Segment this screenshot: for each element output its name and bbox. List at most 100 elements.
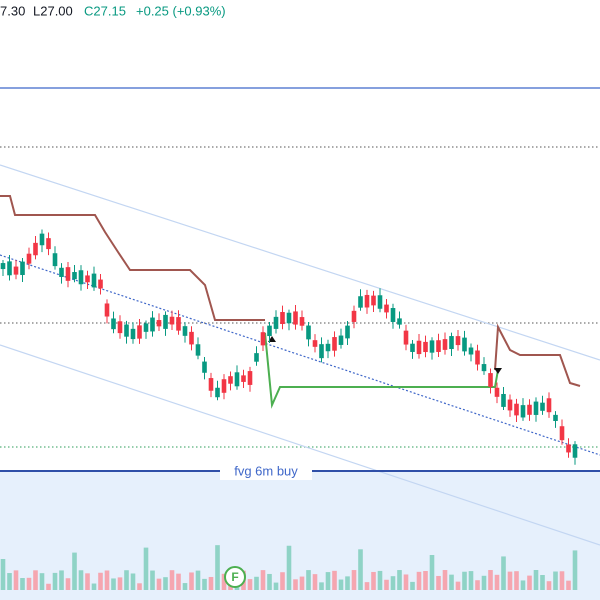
zone-label: fvg 6m buy bbox=[234, 463, 298, 478]
candle-body bbox=[312, 340, 318, 347]
candle-body bbox=[137, 325, 142, 339]
candle-body bbox=[91, 273, 97, 288]
volume-bar bbox=[468, 571, 474, 590]
event-badge bbox=[224, 566, 246, 588]
volume-bar bbox=[163, 577, 168, 590]
volume-bar bbox=[546, 581, 552, 590]
volume-bar bbox=[455, 581, 461, 590]
volume bbox=[0, 545, 578, 590]
volume-bar bbox=[572, 550, 578, 590]
candle-body bbox=[280, 312, 285, 324]
volume-bar bbox=[540, 575, 545, 590]
candle-body bbox=[273, 316, 279, 329]
candle-body bbox=[163, 314, 168, 329]
volume-bar bbox=[442, 570, 448, 590]
candle-body bbox=[455, 336, 461, 346]
candle-body bbox=[0, 263, 6, 270]
candle-body bbox=[507, 399, 513, 411]
candle-body bbox=[442, 339, 448, 350]
volume-bar bbox=[46, 583, 51, 590]
candle-body bbox=[111, 318, 116, 330]
volume-bar bbox=[416, 571, 422, 590]
candle-body bbox=[72, 272, 77, 280]
volume-bar bbox=[91, 583, 97, 590]
volume-bar bbox=[52, 572, 58, 590]
candle-body bbox=[527, 404, 532, 415]
candle-body bbox=[104, 303, 110, 317]
volume-bar bbox=[130, 573, 136, 590]
channel-mid bbox=[0, 254, 600, 456]
candle-body bbox=[143, 323, 149, 332]
candle-body bbox=[208, 378, 214, 391]
candle-body bbox=[566, 444, 571, 453]
volume-bar bbox=[221, 573, 227, 590]
volume-bar bbox=[156, 578, 162, 590]
candle-body bbox=[345, 325, 350, 339]
volume-bar bbox=[423, 571, 428, 590]
volume-bar bbox=[273, 582, 279, 590]
candle-body bbox=[169, 316, 175, 325]
candle-body bbox=[13, 266, 19, 275]
candle-body bbox=[286, 312, 292, 324]
candle-body bbox=[182, 326, 188, 336]
candle-body bbox=[403, 330, 409, 345]
volume-bar bbox=[514, 571, 519, 590]
volume-bar bbox=[176, 573, 181, 590]
volume-bar bbox=[137, 583, 142, 590]
candle-body bbox=[189, 331, 194, 345]
volume-bar bbox=[260, 570, 266, 590]
volume-bar bbox=[345, 576, 350, 590]
volume-bar bbox=[520, 580, 526, 590]
candle-body bbox=[397, 318, 402, 325]
volume-bar bbox=[72, 552, 77, 590]
volume-bar bbox=[299, 576, 305, 590]
candle-body bbox=[156, 320, 162, 327]
volume-bar bbox=[436, 575, 441, 590]
candle-body bbox=[364, 294, 370, 308]
volume-bar bbox=[189, 572, 194, 590]
volume-bar bbox=[293, 579, 298, 590]
candle-body bbox=[410, 343, 415, 352]
candle-body bbox=[26, 253, 32, 264]
candle-body bbox=[260, 332, 266, 346]
volume-bar bbox=[319, 582, 324, 590]
candle-body bbox=[78, 270, 84, 285]
volume-bar bbox=[462, 571, 467, 590]
volume-bar bbox=[33, 570, 38, 590]
channel-line bbox=[0, 344, 600, 546]
volume-bar bbox=[429, 554, 435, 590]
volume-bar bbox=[449, 574, 454, 590]
volume-bar bbox=[39, 573, 45, 590]
candle-body bbox=[462, 337, 467, 352]
volume-bar bbox=[7, 573, 12, 590]
candle-body bbox=[130, 328, 136, 340]
candle-body bbox=[7, 261, 12, 276]
volume-bar bbox=[527, 575, 532, 590]
candle-body bbox=[176, 317, 181, 331]
volume-bar bbox=[267, 573, 272, 590]
candle-body bbox=[468, 347, 474, 355]
candle-body bbox=[338, 335, 344, 345]
candle-body bbox=[546, 398, 552, 413]
volume-bar bbox=[364, 582, 370, 590]
candle-body bbox=[553, 414, 558, 421]
candle-body bbox=[247, 371, 253, 385]
candle-body bbox=[299, 317, 305, 326]
volume-bar bbox=[111, 578, 116, 590]
candle-body bbox=[33, 242, 38, 256]
candle-body bbox=[325, 343, 331, 352]
candle-body bbox=[384, 304, 389, 313]
volume-bar bbox=[533, 570, 539, 590]
volume-bar bbox=[397, 570, 402, 590]
candle-body bbox=[234, 372, 240, 387]
volume-bar bbox=[98, 572, 103, 590]
volume-bar bbox=[559, 571, 565, 590]
candle-body bbox=[416, 340, 422, 355]
volume-bar bbox=[358, 549, 363, 590]
candle-body bbox=[390, 308, 396, 322]
candle-body bbox=[475, 350, 480, 365]
volume-bar bbox=[26, 577, 32, 590]
candle-body bbox=[306, 325, 311, 340]
label-bg bbox=[220, 463, 312, 480]
